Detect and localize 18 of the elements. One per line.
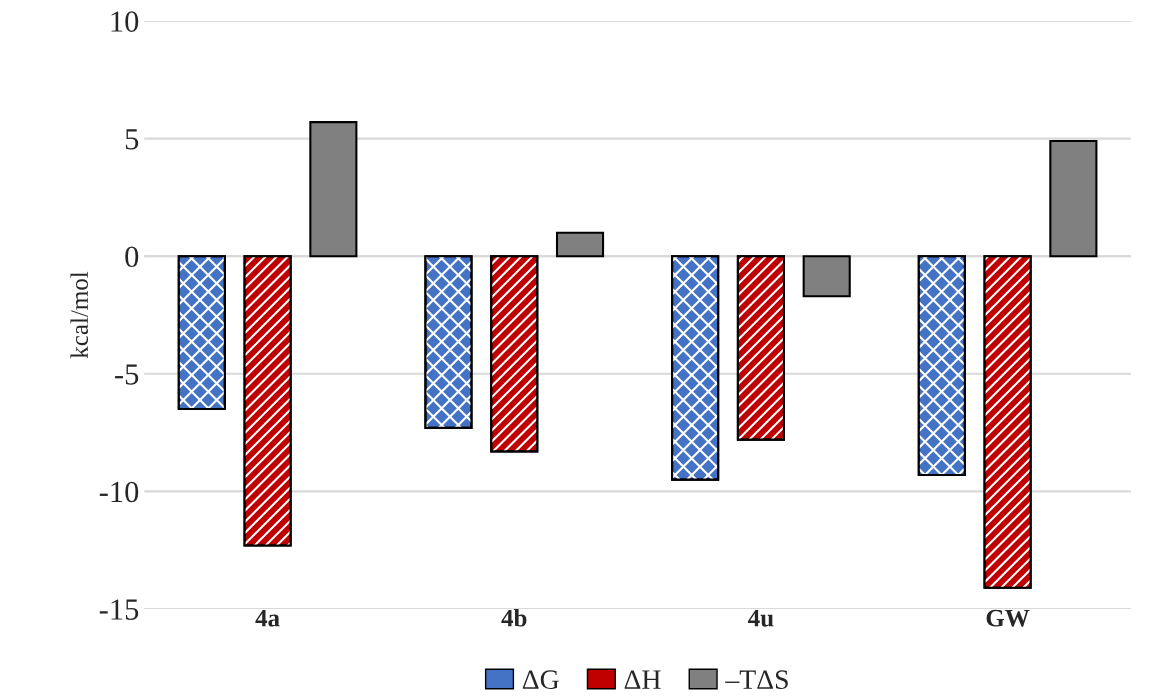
bar	[309, 121, 358, 258]
y-tick-label: 10	[111, 11, 139, 32]
legend-label: ΔG	[522, 670, 559, 689]
bar	[802, 255, 851, 298]
bar	[1049, 139, 1098, 258]
x-tick-label: 4a	[255, 609, 280, 627]
y-tick-label: 5	[125, 129, 139, 150]
y-tick-label: -10	[99, 481, 139, 503]
x-tick-label: 4b	[501, 609, 527, 627]
y-tick-label: -15	[99, 599, 139, 620]
legend-label: ΔH	[624, 670, 661, 689]
y-axis-title: kcal/mol	[70, 271, 89, 359]
x-tick-label: 4u	[748, 609, 774, 627]
x-tick-label: GW	[986, 609, 1030, 627]
legend-label: –TΔS	[725, 670, 788, 689]
y-tick-label: 0	[125, 246, 139, 268]
bar	[555, 231, 605, 258]
y-tick-label: -5	[115, 364, 139, 385]
